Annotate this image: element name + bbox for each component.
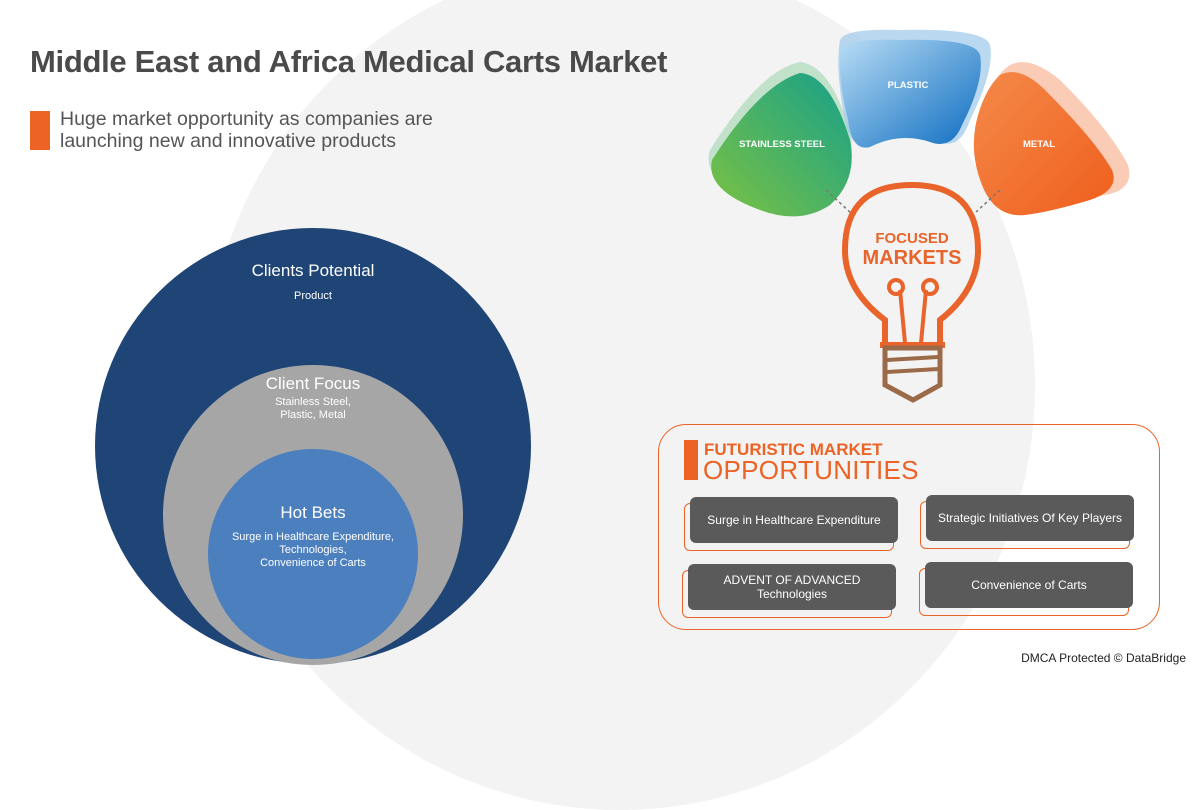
lightbulb-icon: FOCUSED MARKETS bbox=[841, 181, 982, 403]
segment-plastic: PLASTIC bbox=[838, 29, 991, 148]
client-focus-title: Client Focus bbox=[266, 374, 360, 393]
subtitle-accent-bar bbox=[30, 111, 50, 150]
opportunities-accent-bar bbox=[684, 440, 698, 480]
card-text: ADVENT OF ADVANCED bbox=[723, 573, 861, 587]
subtitle: Huge market opportunity as companies are… bbox=[60, 108, 433, 152]
page-title: Middle East and Africa Medical Carts Mar… bbox=[30, 44, 668, 79]
opportunity-card: Convenience of Carts bbox=[925, 562, 1133, 608]
hot-bets-title: Hot Bets bbox=[280, 503, 345, 522]
footer-credit: DMCA Protected © DataBridge bbox=[1021, 651, 1186, 665]
focused-markets-label: FOCUSED bbox=[875, 230, 949, 247]
infographic: Clients Potential Product Client Focus S… bbox=[95, 29, 1130, 665]
segment-label: STAINLESS STEEL bbox=[739, 139, 825, 150]
card-text: Technologies bbox=[756, 587, 828, 601]
segment-stainless-steel: STAINLESS STEEL bbox=[708, 62, 852, 217]
segment-label: PLASTIC bbox=[888, 80, 929, 91]
card-text: Convenience of Carts bbox=[971, 578, 1087, 592]
opportunity-card: ADVENT OF ADVANCED Technologies bbox=[688, 564, 896, 610]
focused-markets-label: MARKETS bbox=[863, 247, 962, 269]
client-focus-text: Plastic, Metal bbox=[280, 409, 345, 421]
opportunities-title: FUTURISTIC MARKET bbox=[704, 440, 883, 459]
segment-metal: METAL bbox=[973, 62, 1130, 216]
clients-potential-title: Clients Potential bbox=[252, 261, 375, 280]
hot-bets-circle bbox=[208, 449, 418, 659]
hot-bets-text: Surge in Healthcare Expenditure, bbox=[232, 531, 394, 543]
opportunities-panel bbox=[658, 424, 1160, 630]
hot-bets-text: Technologies, bbox=[279, 544, 346, 556]
opportunities-title: OPPORTUNITIES bbox=[703, 455, 919, 485]
subtitle-line: launching new and innovative products bbox=[60, 130, 397, 152]
segment-label: METAL bbox=[1023, 139, 1055, 150]
hot-bets-text: Convenience of Carts bbox=[260, 557, 366, 569]
opportunity-card: Surge in Healthcare Expenditure bbox=[690, 497, 898, 543]
opportunity-card: Strategic Initiatives Of Key Players bbox=[926, 495, 1134, 541]
card-text: Strategic Initiatives Of Key Players bbox=[937, 511, 1123, 525]
clients-potential-text: Product bbox=[294, 290, 332, 302]
subtitle-line: Huge market opportunity as companies are bbox=[60, 108, 433, 130]
client-focus-text: Stainless Steel, bbox=[275, 396, 351, 408]
card-text: Surge in Healthcare Expenditure bbox=[707, 513, 881, 527]
